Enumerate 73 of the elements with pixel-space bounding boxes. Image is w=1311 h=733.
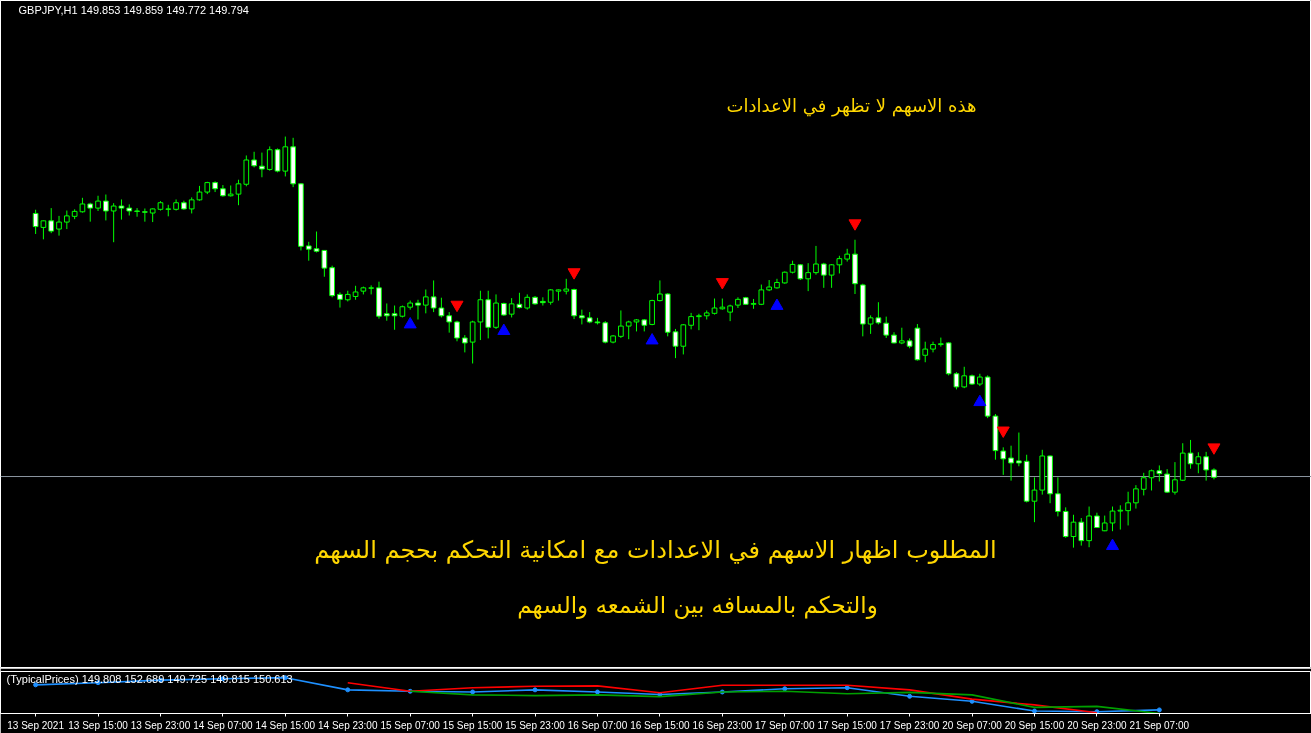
candlestick [813,245,819,276]
x-tick-label: 13 Sep 15:00 [68,719,129,731]
candlestick [1117,504,1124,531]
candlestick [1109,506,1116,532]
chart-title: GBPJPY,H1 149.853 149.859 149.772 149.794 [18,3,249,16]
candlestick [259,152,265,178]
candlestick [438,297,445,318]
candlestick [1016,432,1022,467]
x-tick-label: 14 Sep 15:00 [255,719,316,731]
candlestick [1172,461,1178,496]
candlestick [63,210,70,230]
annotation: المطلوب اظهار الاسهم في الاعدادات مع امكانية التحكم بحجم السهم [314,535,997,564]
point [403,317,417,329]
candlestick [1164,468,1170,494]
x-tick-label: 21 Sep 07:00 [1129,719,1190,731]
candlestick [1140,472,1147,496]
candlestick [1125,491,1131,526]
candlestick [134,207,140,218]
point [848,219,862,231]
x-tick-label: 15 Sep 07:00 [380,719,441,731]
point [450,300,464,313]
candlestick [422,288,429,314]
candlestick [727,304,733,322]
x-tick-label: 15 Sep 15:00 [442,719,503,731]
point [973,394,987,407]
candlestick [430,279,437,313]
x-tick-label: 16 Sep 15:00 [630,719,691,731]
point [715,278,729,290]
x-tick-label: 13 Sep 23:00 [130,719,191,731]
candlestick [696,313,702,331]
x-tick-label: 15 Sep 23:00 [505,719,566,731]
candlestick [415,299,421,320]
candlestick [305,241,312,262]
candlestick [142,208,148,223]
candlestick [1203,451,1209,482]
candlestick [56,215,62,237]
x-tick-label: 16 Sep 07:00 [567,719,628,731]
text: والتحكم بالمسافه بين الشمعه والسهم [517,591,878,619]
candlestick [883,316,890,339]
candlestick [48,207,55,234]
candlestick [337,291,343,309]
candlestick [446,311,453,334]
candlestick [1078,517,1085,547]
candlestick [477,290,484,341]
point [567,268,581,280]
x-tick-label: 17 Sep 15:00 [817,719,878,731]
text: هذه الاسهم لا تظهر في الاعدادات [726,95,977,117]
candlestick [922,341,929,363]
candlestick [1000,446,1007,476]
candlestick [805,262,812,292]
candlestick [235,179,242,206]
candlestick [266,145,273,172]
x-tick-label: 14 Sep 07:00 [193,719,254,731]
candlestick [579,309,585,325]
x-tick-label: 14 Sep 23:00 [318,719,378,731]
x-tick-label: 17 Sep 07:00 [755,719,815,731]
candlestick [469,320,476,364]
x-tick-label: 20 Sep 15:00 [1004,719,1065,731]
x-tick-label: 17 Sep 23:00 [879,719,940,731]
x-tick-label: 13 Sep 2021 [7,719,65,731]
point [1106,538,1120,550]
candlestick [820,262,827,289]
point [645,333,659,345]
candlestick [1133,484,1139,510]
candlestick [1055,476,1061,517]
x-tick-label: 20 Sep 23:00 [1067,719,1128,731]
candlestick [103,194,109,221]
candlestick [251,151,257,168]
x-tick-label: 16 Sep 23:00 [692,719,753,731]
candlestick [828,263,835,289]
candlestick [618,309,624,339]
candlestick [1008,445,1014,482]
x-tick-label: 20 Sep 07:00 [942,719,1003,731]
